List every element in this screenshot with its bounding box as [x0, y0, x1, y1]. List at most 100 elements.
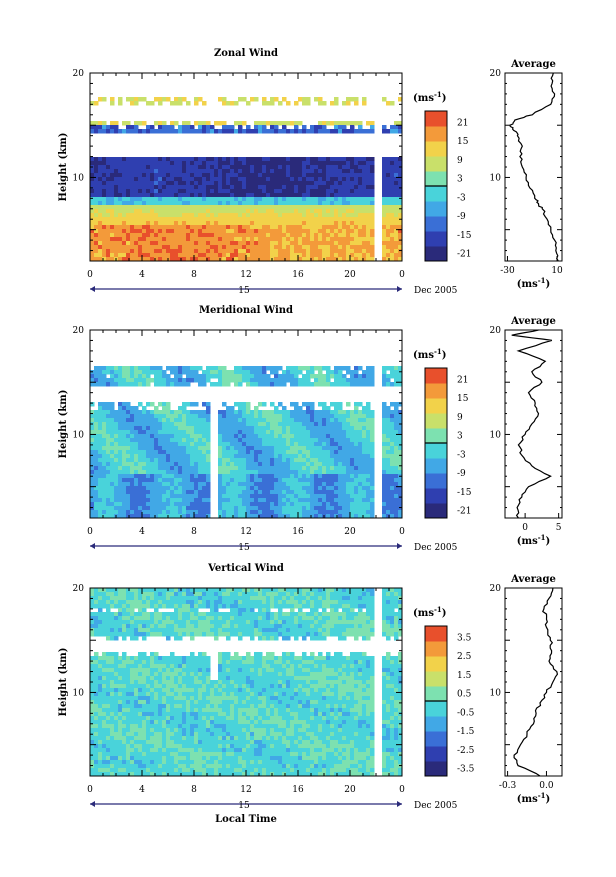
- profile-line: [510, 73, 558, 261]
- colorbar-segment: [425, 716, 447, 732]
- x-tick-label: 20: [344, 270, 356, 280]
- colorbar-tick-label: 15: [457, 137, 469, 147]
- profile-unit: (ms-1): [517, 276, 550, 290]
- profile-unit: (ms-1): [517, 533, 550, 547]
- x-tick-label: 16: [292, 785, 304, 795]
- colorbar-segment: [425, 171, 447, 187]
- x-axis-label: Local Time: [215, 814, 277, 825]
- x-tick-label: 12: [240, 270, 251, 280]
- day-label: 15: [238, 286, 250, 296]
- date-line-arrow: [90, 543, 95, 549]
- colorbar-segment: [425, 141, 447, 157]
- profile-title: Average: [510, 59, 556, 70]
- heatmap-field: [90, 588, 403, 777]
- colorbar-tick-label: 2.5: [457, 652, 472, 662]
- colorbar-segment: [425, 761, 447, 777]
- panel-title: Vertical Wind: [207, 563, 284, 574]
- y-axis-label: Height (km): [58, 648, 69, 717]
- colorbar-tick-label: 9: [457, 413, 463, 423]
- profile-unit: (ms-1): [517, 791, 550, 805]
- y-tick-label: 20: [73, 584, 85, 594]
- colorbar-tick-label: -15: [457, 231, 472, 241]
- x-tick-label: 4: [139, 527, 145, 537]
- colorbar-segment: [425, 656, 447, 672]
- x-tick-label: 20: [344, 785, 356, 795]
- colorbar-segment: [425, 216, 447, 232]
- colorbar-tick-label: -3.5: [457, 765, 475, 775]
- profile-x-tick-label: 0: [522, 523, 528, 533]
- x-tick-label: 4: [139, 270, 145, 280]
- x-tick-label: 20: [344, 527, 356, 537]
- profile-y-tick-label: 10: [490, 430, 502, 440]
- date-line-arrow: [397, 543, 402, 549]
- colorbar-segment: [425, 473, 447, 489]
- colorbar-segment: [425, 428, 447, 444]
- colorbar-segment: [425, 701, 447, 717]
- colorbar-segment: [425, 488, 447, 504]
- profile-frame: [505, 330, 562, 518]
- profile-x-tick-label: 5: [556, 523, 562, 533]
- colorbar-tick-label: 3: [457, 432, 463, 442]
- x-tick-label: 8: [191, 270, 197, 280]
- y-axis-label: Height (km): [58, 133, 69, 202]
- y-axis-label: Height (km): [58, 390, 69, 459]
- colorbar-tick-label: 15: [457, 394, 469, 404]
- profile-y-tick-label: 20: [490, 326, 502, 336]
- colorbar-tick-label: -3: [457, 193, 466, 203]
- x-tick-label: 0: [399, 785, 405, 795]
- colorbar-segment: [425, 746, 447, 762]
- colorbar-tick-label: -9: [457, 212, 466, 222]
- colorbar-segment: [425, 156, 447, 172]
- date-label: Dec 2005: [414, 543, 458, 553]
- date-line-arrow: [397, 286, 402, 292]
- colorbar-segment: [425, 641, 447, 657]
- heatmap-field: [90, 97, 403, 262]
- colorbar-segment: [425, 458, 447, 474]
- colorbar-segment: [425, 413, 447, 429]
- y-tick-label: 10: [73, 173, 85, 183]
- x-tick-label: 0: [87, 527, 93, 537]
- colorbar-tick-label: 0.5: [457, 690, 472, 700]
- colorbar-tick-label: -15: [457, 488, 472, 498]
- profile-x-tick-label: -30: [500, 266, 515, 276]
- heatmap-field: [90, 366, 403, 519]
- colorbar-tick-label: -2.5: [457, 746, 475, 756]
- profile-title: Average: [510, 316, 556, 327]
- y-tick-label: 10: [73, 430, 85, 440]
- date-label: Dec 2005: [414, 801, 458, 811]
- panel-title: Zonal Wind: [214, 48, 278, 59]
- colorbar-segment: [425, 201, 447, 217]
- colorbar-segment: [425, 368, 447, 384]
- x-tick-label: 8: [191, 785, 197, 795]
- colorbar-tick-label: -21: [457, 250, 472, 260]
- panel-title: Meridional Wind: [199, 305, 293, 316]
- date-line-arrow: [90, 801, 95, 807]
- profile-line: [512, 330, 552, 518]
- profile-frame: [505, 73, 562, 261]
- colorbar-tick-label: 3.5: [457, 633, 472, 643]
- colorbar-unit: (ms-1): [413, 347, 446, 361]
- colorbar-segment: [425, 126, 447, 142]
- colorbar-segment: [425, 626, 447, 642]
- date-label: Dec 2005: [414, 286, 458, 296]
- profile-x-tick-label: 0.0: [539, 781, 554, 791]
- colorbar-tick-label: 9: [457, 156, 463, 166]
- x-tick-label: 0: [87, 785, 93, 795]
- x-tick-label: 4: [139, 785, 145, 795]
- y-tick-label: 20: [73, 69, 85, 79]
- date-line-arrow: [397, 801, 402, 807]
- colorbar-segment: [425, 383, 447, 399]
- colorbar-tick-label: -0.5: [457, 708, 475, 718]
- colorbar-segment: [425, 398, 447, 414]
- colorbar-segment: [425, 246, 447, 262]
- profile-x-tick-label: 10: [551, 266, 563, 276]
- y-tick-label: 10: [73, 688, 85, 698]
- x-tick-label: 16: [292, 270, 304, 280]
- colorbar-tick-label: 3: [457, 175, 463, 185]
- profile-title: Average: [510, 574, 556, 585]
- profile-y-tick-label: 10: [490, 173, 502, 183]
- colorbar-tick-label: -3: [457, 450, 466, 460]
- colorbar-segment: [425, 111, 447, 127]
- x-tick-label: 0: [87, 270, 93, 280]
